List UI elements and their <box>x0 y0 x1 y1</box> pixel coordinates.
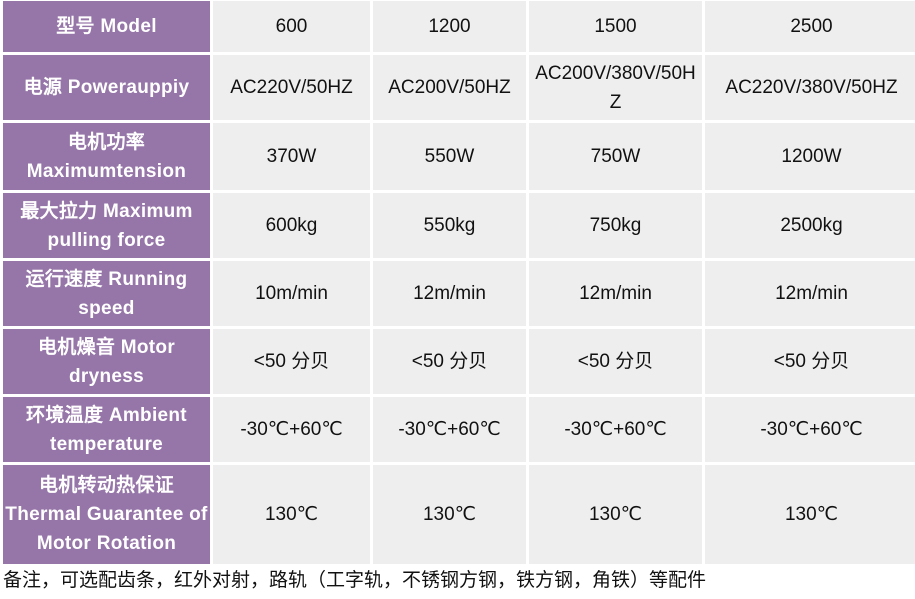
table-cell: <50 分贝 <box>705 329 915 394</box>
footnote: 备注，可选配齿条，红外对射，路轨（工字轨，不锈钢方钢，铁方钢，角铁）等配件 <box>3 570 707 591</box>
table-cell: <50 分贝 <box>213 329 370 394</box>
table-cell: -30℃+60℃ <box>213 397 370 462</box>
table-row: 电机转动热保证 Thermal Guarantee of Motor Rotat… <box>3 465 915 564</box>
table-cell: AC220V/380V/50HZ <box>705 55 915 120</box>
table-cell: -30℃+60℃ <box>529 397 702 462</box>
table-row: 型号 Model 600 1200 1500 2500 <box>3 1 915 52</box>
spec-table: 型号 Model 600 1200 1500 2500 电源 Powerauppiy AC2… <box>3 1 915 564</box>
row-header: 环境温度 Ambient temperature <box>3 397 210 462</box>
table-cell: 130℃ <box>373 465 526 564</box>
table-cell: 1200 <box>373 1 526 52</box>
table-cell: 12m/min <box>529 261 702 326</box>
table-cell: <50 分贝 <box>529 329 702 394</box>
row-header: 最大拉力 Maximum pulling force <box>3 193 210 258</box>
table-cell: 600 <box>213 1 370 52</box>
row-header: 运行速度 Running speed <box>3 261 210 326</box>
table-row: 环境温度 Ambient temperature -30℃+60℃ -30℃+60℃… <box>3 397 915 462</box>
table-cell: 550kg <box>373 193 526 258</box>
row-header: 电机燥音 Motor dryness <box>3 329 210 394</box>
table-cell: 600kg <box>213 193 370 258</box>
table-cell: 130℃ <box>705 465 915 564</box>
table-cell: AC220V/50HZ <box>213 55 370 120</box>
table-cell: -30℃+60℃ <box>373 397 526 462</box>
table-cell: 2500 <box>705 1 915 52</box>
table-cell: 550W <box>373 123 526 190</box>
table-row: 运行速度 Running speed 10m/min 12m/min 12m/min 1… <box>3 261 915 326</box>
table-cell: -30℃+60℃ <box>705 397 915 462</box>
row-header: 电源 Powerauppiy <box>3 55 210 120</box>
table-cell: AC200V/380V/50HZ <box>529 55 702 120</box>
table-cell: 1200W <box>705 123 915 190</box>
table-cell: 130℃ <box>529 465 702 564</box>
table-row: 最大拉力 Maximum pulling force 600kg 550kg 750k… <box>3 193 915 258</box>
row-header: 型号 Model <box>3 1 210 52</box>
table-row: 电机燥音 Motor dryness <50 分贝 <50 分贝 <50 分贝 <50 … <box>3 329 915 394</box>
table-row: 电机功率 Maximumtension 370W 550W 750W 1200W <box>3 123 915 190</box>
table-cell: 10m/min <box>213 261 370 326</box>
table-cell: 130℃ <box>213 465 370 564</box>
table-cell: 750W <box>529 123 702 190</box>
table-cell: 750kg <box>529 193 702 258</box>
table-cell: <50 分贝 <box>373 329 526 394</box>
row-header: 电机功率 Maximumtension <box>3 123 210 190</box>
table-cell: 12m/min <box>373 261 526 326</box>
table-cell: 2500kg <box>705 193 915 258</box>
table-cell: 370W <box>213 123 370 190</box>
row-header: 电机转动热保证 Thermal Guarantee of Motor Rotat… <box>3 465 210 564</box>
table-cell: 12m/min <box>705 261 915 326</box>
table-cell: AC200V/50HZ <box>373 55 526 120</box>
table-row: 电源 Powerauppiy AC220V/50HZ AC200V/50HZ AC20… <box>3 55 915 120</box>
table-cell: 1500 <box>529 1 702 52</box>
